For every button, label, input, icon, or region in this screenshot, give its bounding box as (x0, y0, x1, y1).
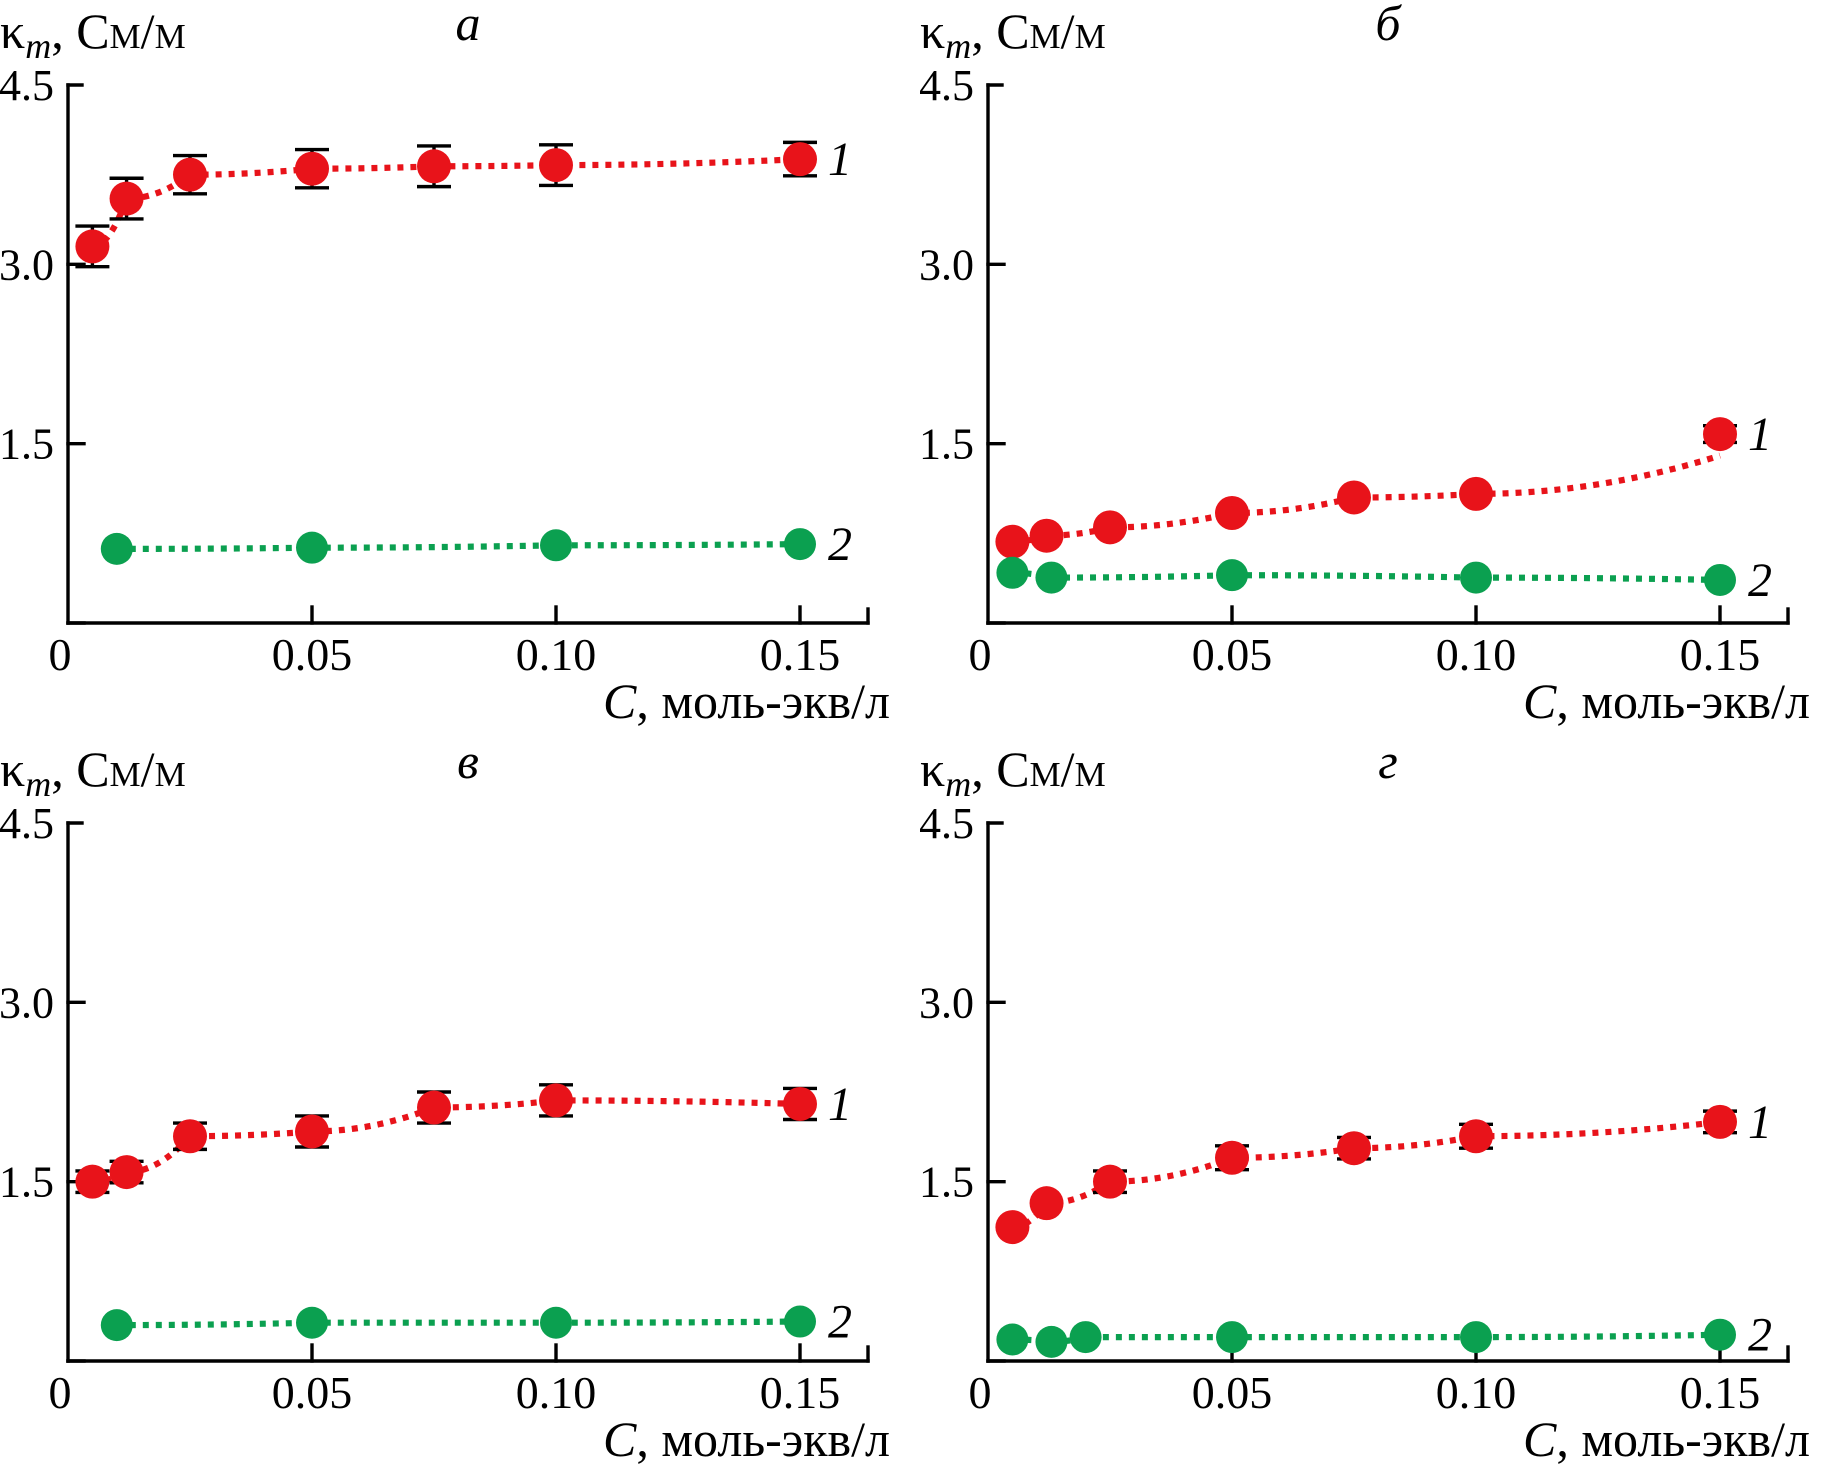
svg-text:a: a (456, 0, 481, 51)
svg-text:4.5: 4.5 (920, 61, 974, 110)
svg-text:в: в (457, 738, 479, 789)
svg-text:2: 2 (1748, 1309, 1772, 1362)
svg-text:0.10: 0.10 (1436, 629, 1517, 680)
svg-text:0: 0 (49, 1367, 72, 1418)
svg-text:0.10: 0.10 (516, 629, 597, 680)
svg-text:0.05: 0.05 (1192, 1367, 1273, 1418)
svg-text:1.5: 1.5 (920, 1158, 974, 1207)
svg-text:4.5: 4.5 (0, 61, 54, 110)
svg-text:0: 0 (969, 629, 992, 680)
svg-text:3.0: 3.0 (920, 240, 974, 289)
svg-text:0.05: 0.05 (272, 1367, 353, 1418)
svg-text:0.10: 0.10 (516, 1367, 597, 1418)
svg-text:2: 2 (828, 518, 852, 571)
svg-text:C, моль-экв/л: C, моль-экв/л (603, 1411, 890, 1467)
svg-text:0.10: 0.10 (1436, 1367, 1517, 1418)
svg-text:0: 0 (969, 1367, 992, 1418)
svg-text:1: 1 (828, 133, 852, 186)
svg-text:0.05: 0.05 (272, 629, 353, 680)
svg-text:κm, См/м: κm, См/м (920, 3, 1106, 66)
svg-text:1: 1 (828, 1078, 852, 1131)
svg-text:0.05: 0.05 (1192, 629, 1273, 680)
svg-text:κm, См/м: κm, См/м (0, 3, 186, 66)
svg-text:1.5: 1.5 (920, 420, 974, 469)
svg-text:3.0: 3.0 (0, 978, 54, 1027)
svg-text:1: 1 (1748, 408, 1772, 461)
svg-text:C, моль-экв/л: C, моль-экв/л (1523, 673, 1810, 729)
svg-text:κm, См/м: κm, См/м (920, 741, 1106, 804)
svg-text:κm, См/м: κm, См/м (0, 741, 186, 804)
svg-text:0: 0 (49, 629, 72, 680)
svg-text:1: 1 (1748, 1096, 1772, 1149)
svg-text:2: 2 (828, 1296, 852, 1349)
svg-text:4.5: 4.5 (920, 799, 974, 848)
svg-text:C, моль-экв/л: C, моль-экв/л (603, 673, 890, 729)
svg-text:г: г (1378, 738, 1398, 789)
svg-text:3.0: 3.0 (0, 240, 54, 289)
svg-text:C, моль-экв/л: C, моль-экв/л (1523, 1411, 1810, 1467)
svg-text:3.0: 3.0 (920, 978, 974, 1027)
svg-text:2: 2 (1748, 554, 1772, 607)
svg-text:1.5: 1.5 (0, 420, 54, 469)
svg-text:1.5: 1.5 (0, 1158, 54, 1207)
svg-text:4.5: 4.5 (0, 799, 54, 848)
svg-text:б: б (1375, 0, 1402, 51)
